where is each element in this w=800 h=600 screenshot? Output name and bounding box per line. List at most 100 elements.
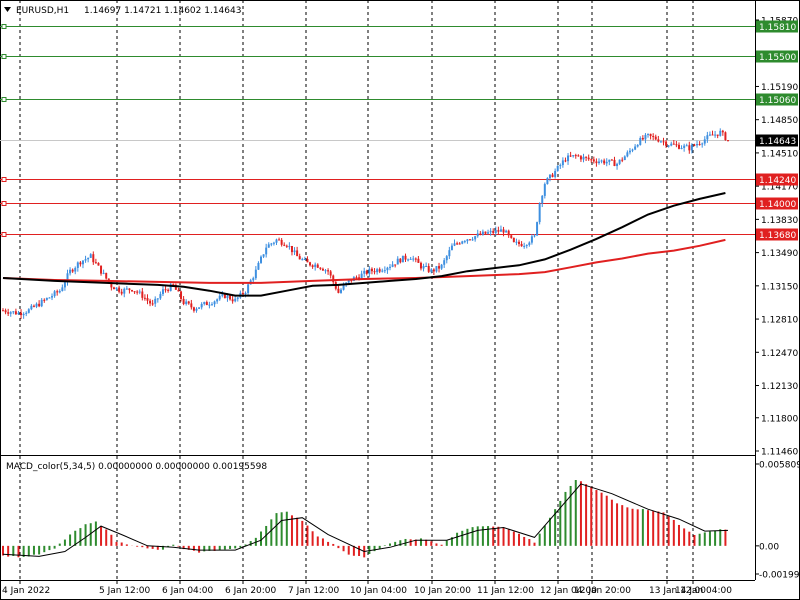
bull-candle [84,259,87,261]
bear-candle [280,239,283,245]
bull-candle [383,270,386,272]
bull-candle [203,302,206,304]
bear-candle [727,140,729,142]
price-axis-label: 1.13490 [761,249,798,259]
bear-candle [577,155,580,157]
bull-candle [631,149,634,151]
bear-candle [20,312,23,316]
bear-candle [432,269,435,272]
ohlc-readout: 1.14697 1.14721 1.14602 1.14643 [84,6,241,16]
time-axis-label: 10 Jan 04:00 [350,586,407,596]
bull-candle [376,269,379,273]
bear-candle [100,265,103,274]
bear-candle [665,141,668,146]
bull-candle [481,231,484,235]
bear-candle [285,245,288,247]
bear-candle [564,160,567,162]
time-axis-label: 5 Jan 12:00 [99,586,151,596]
bear-candle [587,157,590,160]
bull-candle [505,230,508,233]
bull-candle [667,145,670,147]
bull-candle [567,155,570,162]
bear-candle [672,143,675,145]
bull-candle [412,258,415,260]
bear-candle [518,241,521,244]
bull-candle [12,311,15,313]
bull-candle [208,304,211,306]
bear-candle [71,269,74,272]
time-axis-label: 6 Jan 04:00 [162,586,214,596]
bull-candle [339,289,342,293]
bear-candle [654,136,657,140]
bull-candle [639,137,642,145]
bear-candle [97,262,100,266]
current-price-label: 1.14643 [759,137,796,147]
bull-candle [525,245,528,247]
bull-candle [430,269,433,272]
level-price-label: 1.14000 [759,200,796,210]
bull-candle [561,160,564,166]
bull-candle [696,144,699,146]
bull-candle [680,147,683,149]
bear-candle [296,250,299,257]
bull-candle [690,144,693,151]
bear-candle [621,159,624,161]
bull-candle [247,284,250,293]
bull-candle [533,235,536,237]
bull-candle [45,297,48,300]
bull-candle [360,273,363,279]
bull-candle [701,143,704,145]
bear-candle [716,134,719,136]
bull-candle [714,134,717,136]
bull-candle [314,264,317,267]
time-axis-label: 10 Jan 20:00 [414,586,471,596]
level-handle [1,232,7,237]
bull-candle [161,289,164,295]
price-axis-label: 1.12810 [761,316,798,326]
bear-candle [56,291,59,293]
level-handle [1,177,7,182]
bear-candle [319,267,322,269]
dropdown-triangle-icon[interactable] [4,7,11,12]
bull-candle [81,260,84,265]
price-axis-label: 1.13150 [761,282,798,292]
bear-candle [43,299,46,301]
bull-candle [487,232,490,234]
bull-candle [471,239,474,241]
bull-candle [115,287,118,290]
bear-candle [394,264,397,266]
bear-candle [592,159,595,162]
time-axis-label: 12 Jan 04:00 [540,586,597,596]
bear-candle [603,160,606,164]
bull-candle [22,313,25,316]
time-axis-label: 4 Jan 2022 [2,586,50,596]
bull-candle [342,285,345,290]
bull-candle [63,282,66,288]
bear-candle [79,262,82,265]
bull-candle [301,259,304,261]
bear-candle [358,277,361,279]
time-axis-label: 6 Jan 20:00 [225,586,277,596]
level-price-tag [756,228,798,241]
bull-candle [9,312,12,314]
bear-candle [151,303,154,305]
bull-candle [391,264,394,267]
bear-candle [492,230,495,233]
bull-candle [159,294,162,299]
bull-candle [396,258,399,265]
bull-candle [53,291,56,297]
bear-candle [7,312,10,314]
bull-candle [58,291,61,293]
bull-candle [303,259,306,261]
bull-candle [523,245,526,247]
bull-candle [324,270,327,272]
bull-candle [623,156,626,161]
price-axis-label: 1.12130 [761,382,798,392]
bull-candle [210,304,213,306]
bear-candle [94,262,97,264]
price-axis-label: 1.14850 [761,116,798,126]
level-price-label: 1.15810 [759,23,796,33]
bull-candle [670,143,673,146]
bull-candle [628,150,631,153]
